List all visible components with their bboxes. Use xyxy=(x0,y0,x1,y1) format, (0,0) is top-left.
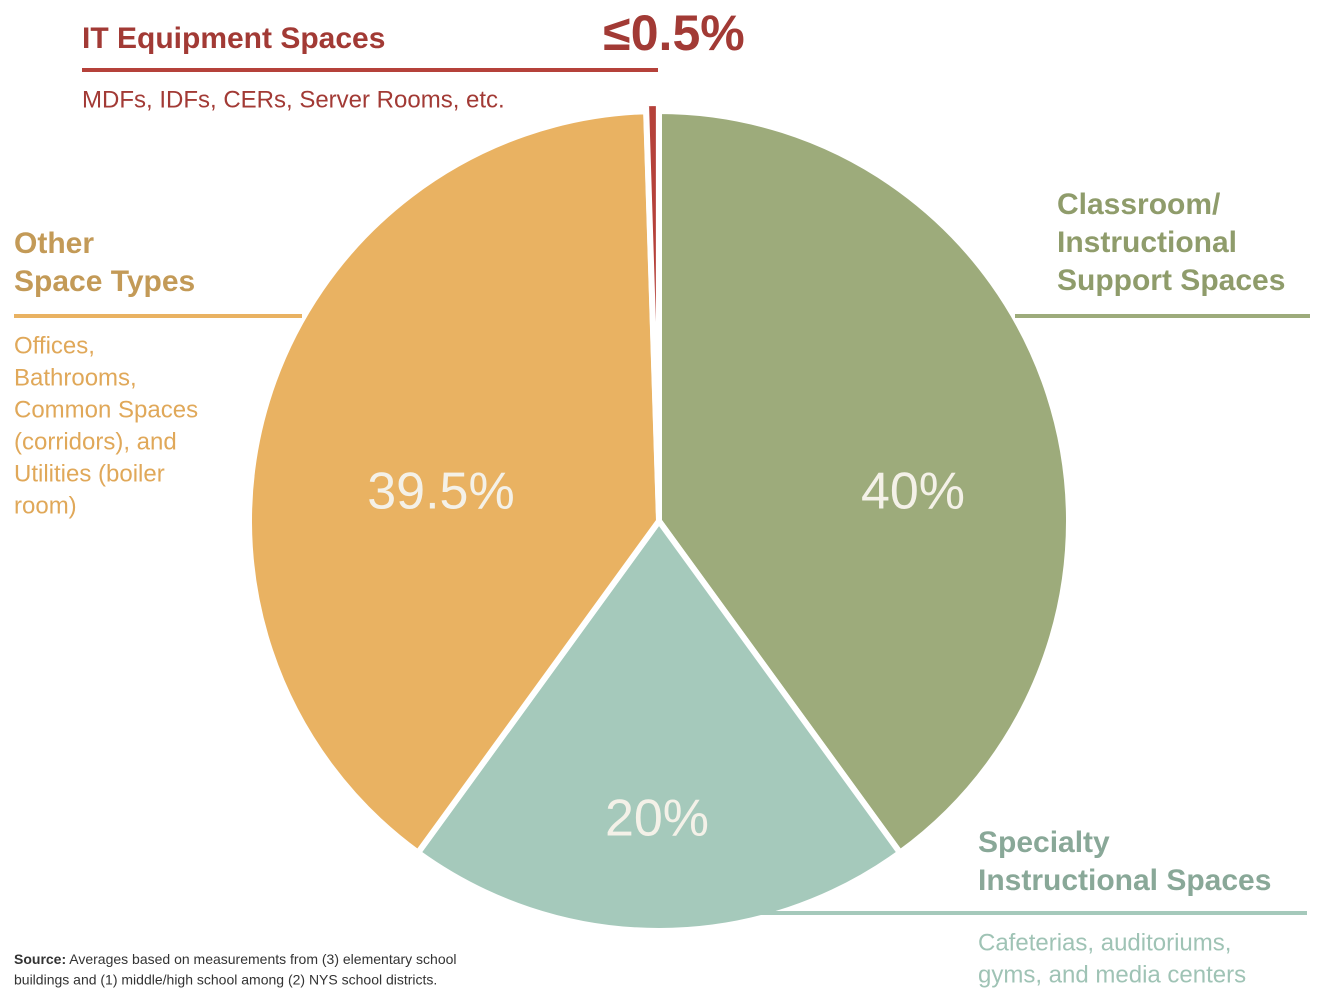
category-label: IT Equipment Spaces xyxy=(82,22,385,55)
category-description: Bathrooms, xyxy=(14,364,137,391)
category-description: MDFs, IDFs, CERs, Server Rooms, etc. xyxy=(82,86,505,113)
category-label: Support Spaces xyxy=(1057,264,1285,297)
category-label: Other xyxy=(14,227,94,260)
value-label: 39.5% xyxy=(367,463,514,521)
source-text: buildings and (1) middle/high school amo… xyxy=(14,972,437,988)
category-label: Instructional xyxy=(1057,226,1237,259)
pie-slice xyxy=(246,108,662,856)
pie-slice xyxy=(656,108,1072,856)
source: Source: Averages based on measurements f… xyxy=(14,951,457,967)
pie-slice xyxy=(642,100,662,517)
category-label: Classroom/ xyxy=(1057,188,1221,221)
category-description: room) xyxy=(14,492,77,519)
category-description: Common Spaces xyxy=(14,396,198,423)
value-label: 40% xyxy=(861,463,965,521)
value-label: ≤0.5% xyxy=(603,5,744,61)
source-text: Averages based on measurements from (3) … xyxy=(69,951,456,967)
pie xyxy=(246,100,1072,934)
category-description: Offices, xyxy=(14,332,95,359)
source-label: Source: xyxy=(14,951,66,967)
category-label: Space Types xyxy=(14,265,195,298)
category-description: Utilities (boiler xyxy=(14,460,165,487)
pie-slice xyxy=(415,518,903,934)
category-description: gyms, and media centers xyxy=(978,961,1246,988)
category-description: Cafeterias, auditoriums, xyxy=(978,929,1231,956)
category-label: Specialty xyxy=(978,826,1110,859)
category-label: Instructional Spaces xyxy=(978,864,1271,897)
category-description: (corridors), and xyxy=(14,428,177,455)
value-label: 20% xyxy=(605,790,709,848)
